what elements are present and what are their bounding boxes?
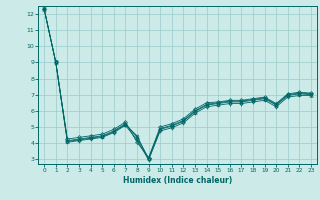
X-axis label: Humidex (Indice chaleur): Humidex (Indice chaleur) [123,176,232,185]
